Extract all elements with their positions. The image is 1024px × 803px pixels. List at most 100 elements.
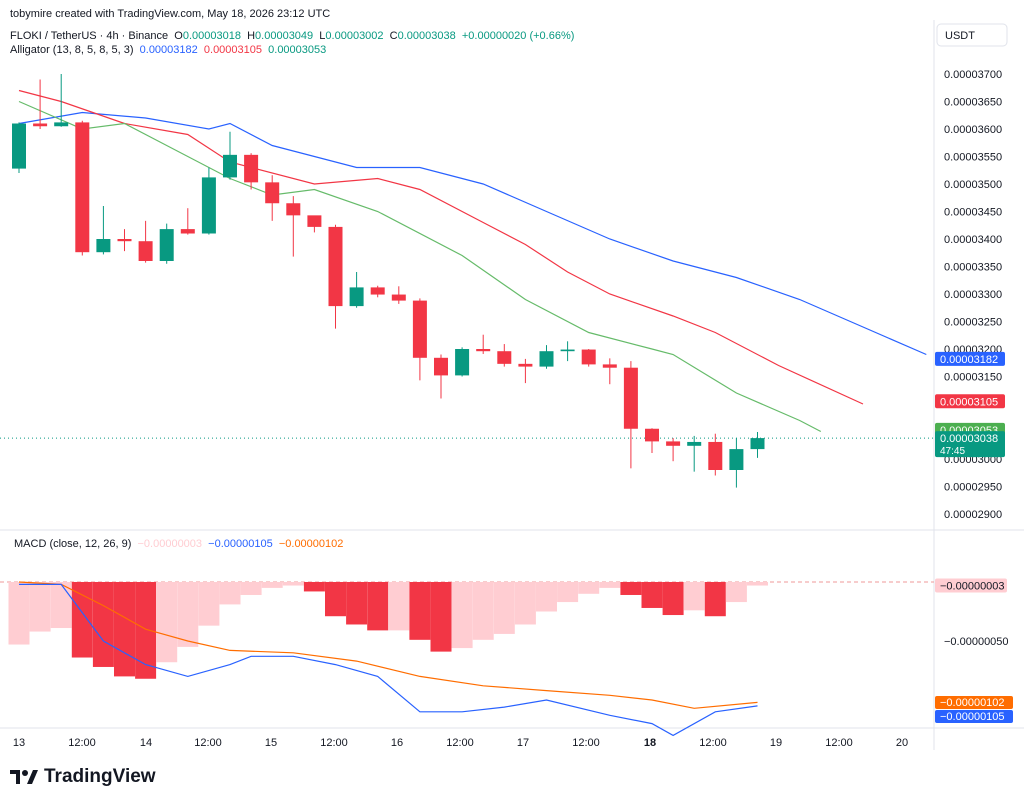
- candle-body: [560, 349, 575, 352]
- macd-label: MACD (close, 12, 26, 9): [14, 538, 132, 550]
- price-axis-tick-label: 0.00002950: [944, 482, 1002, 494]
- close-label: C: [389, 30, 398, 42]
- alligator-lips-value: 0.00003053: [268, 44, 327, 56]
- macd-axis-tick-label: −0.00000050: [944, 636, 1009, 648]
- price-axis-tick-label: 0.00003550: [944, 152, 1002, 164]
- low-value: 0.00003002: [325, 30, 384, 42]
- price-axis-tick-label: 0.00003150: [944, 372, 1002, 384]
- candle-body: [223, 154, 237, 178]
- candle-body: [497, 351, 512, 364]
- price-axis-tick-label: 0.00003300: [944, 289, 1002, 301]
- candle-body: [307, 215, 322, 227]
- price-axis-tick-label: 0.00003500: [944, 179, 1002, 191]
- candle-body: [412, 300, 427, 358]
- time-axis-tick-label: 12:00: [320, 737, 348, 749]
- time-axis-tick-label: 12:00: [572, 737, 600, 749]
- time-axis-tick-label: 14: [140, 737, 152, 749]
- macd-histogram-bar: [92, 582, 114, 667]
- macd-histogram-bar: [430, 582, 452, 652]
- macd-histogram-bar: [8, 582, 30, 645]
- macd-histogram-bar: [472, 582, 494, 640]
- macd-legend: MACD (close, 12, 26, 9) −0.00000003 −0.0…: [14, 538, 343, 550]
- currency-button[interactable]: USDT: [945, 30, 975, 42]
- time-axis-tick-label: 15: [265, 737, 277, 749]
- candle-body: [33, 123, 48, 127]
- open-value: 0.00003018: [182, 30, 241, 42]
- time-axis-tick-label: 18: [644, 737, 656, 749]
- tradingview-logo-icon: [10, 770, 38, 784]
- macd-histogram-bar: [219, 582, 241, 605]
- candle-body: [349, 287, 364, 307]
- macd-line-value: −0.00000105: [208, 538, 273, 550]
- macd-histogram-bar: [261, 582, 283, 588]
- time-axis-tick-label: 16: [391, 737, 403, 749]
- candle-body: [265, 182, 280, 204]
- macd-histogram-bar: [325, 582, 346, 617]
- time-axis-tick-label: 19: [770, 737, 782, 749]
- macd-histogram-bar: [704, 582, 726, 617]
- time-axis-tick-label: 12:00: [194, 737, 222, 749]
- candle-body: [286, 203, 301, 216]
- price-axis-tick-label: 0.00003700: [944, 69, 1002, 81]
- macd-line-badge: −0.00000105: [940, 711, 1005, 723]
- alligator-teeth-line: [18, 89, 864, 405]
- macd-histogram-bar: [135, 582, 157, 679]
- current-price-badge: 0.00003038: [940, 433, 998, 445]
- macd-line-badge-bg: [935, 710, 1013, 723]
- macd-histogram-bar: [240, 582, 262, 595]
- macd-hist-badge: −0.00000003: [940, 581, 1005, 593]
- alligator-jaw-value: 0.00003182: [139, 44, 198, 56]
- candle-body: [96, 239, 111, 253]
- candle-body: [244, 154, 259, 183]
- current-price-badge-bg: [935, 431, 1005, 458]
- time-axis-tick-label: 20: [896, 737, 908, 749]
- macd-hist-value: −0.00000003: [137, 538, 203, 550]
- alligator-teeth-value: 0.00003105: [203, 44, 263, 56]
- time-axis-tick-label: 12:00: [446, 737, 474, 749]
- time-axis-tick-label: 12:00: [68, 737, 96, 749]
- time-axis-tick-label: 12:00: [825, 737, 853, 749]
- tradingview-logo[interactable]: TradingView: [10, 766, 156, 788]
- macd-histogram-bar: [599, 582, 621, 588]
- time-axis-tick-label: 17: [517, 737, 529, 749]
- price-axis-tick-label: 0.00003450: [944, 207, 1002, 219]
- candle-body: [455, 349, 470, 376]
- candle-body: [117, 239, 132, 242]
- open-label: O: [174, 30, 183, 42]
- jaw-price-badge-bg: [935, 351, 1005, 366]
- macd-signal-line: [18, 581, 758, 709]
- candle-body: [729, 449, 744, 470]
- symbol-title: FLOKI / TetherUS · 4h · Binance: [10, 30, 169, 42]
- tradingview-logo-text: TradingView: [44, 766, 156, 787]
- candle-body: [645, 428, 659, 442]
- macd-histogram-bar: [50, 582, 72, 629]
- candle-body: [75, 122, 90, 253]
- macd-histogram-bar: [282, 582, 304, 586]
- candle-body: [12, 123, 26, 169]
- macd-histogram-bar: [177, 582, 199, 647]
- teeth-price-badge: 0.00003105: [940, 396, 998, 408]
- macd-histogram-bar: [662, 582, 684, 616]
- alligator-jaw-line: [18, 111, 927, 356]
- macd-signal-badge-bg: [935, 696, 1013, 709]
- macd-histogram-bar: [388, 582, 410, 631]
- macd-histogram-bar: [29, 582, 51, 632]
- countdown-label: 47:45: [940, 446, 965, 457]
- macd-histogram-bar: [409, 582, 431, 640]
- price-axis-tick-label: 0.00002900: [944, 509, 1002, 521]
- macd-histogram-bar: [346, 582, 368, 625]
- macd-histogram-bar: [493, 582, 515, 634]
- macd-histogram-bar: [536, 582, 557, 612]
- macd-hist-badge-bg: [935, 578, 1007, 593]
- macd-histogram-bar: [620, 582, 642, 595]
- macd-histogram-bar: [641, 582, 663, 608]
- alligator-legend: Alligator (13, 8, 5, 8, 5, 3) 0.00003182…: [10, 44, 326, 56]
- alligator-lips-line: [18, 100, 822, 433]
- candle-body: [328, 226, 343, 307]
- high-value: 0.00003049: [255, 30, 314, 42]
- price-axis-tick-label: 0.00003250: [944, 317, 1002, 329]
- macd-histogram-bar: [747, 582, 768, 586]
- macd-histogram-bar: [578, 582, 600, 594]
- candle-body: [391, 294, 406, 301]
